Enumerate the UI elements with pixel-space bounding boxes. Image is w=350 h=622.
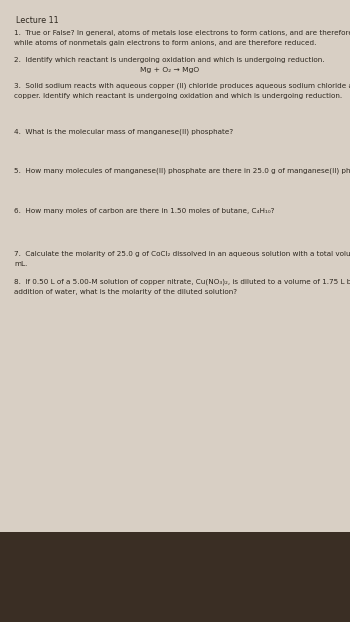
Text: 5.  How many molecules of manganese(II) phosphate are there in 25.0 g of mangane: 5. How many molecules of manganese(II) p… xyxy=(14,168,350,174)
Text: 4.  What is the molecular mass of manganese(II) phosphate?: 4. What is the molecular mass of mangane… xyxy=(14,128,233,134)
Bar xyxy=(0,532,350,622)
Text: 7.  Calculate the molarity of 25.0 g of CoCl₂ dissolved in an aqueous solution w: 7. Calculate the molarity of 25.0 g of C… xyxy=(14,251,350,257)
Text: 8.  If 0.50 L of a 5.00-M solution of copper nitrate, Cu(NO₃)₂, is diluted to a : 8. If 0.50 L of a 5.00-M solution of cop… xyxy=(14,279,350,285)
Text: copper. Identify which reactant is undergoing oxidation and which is undergoing : copper. Identify which reactant is under… xyxy=(14,93,342,99)
Text: while atoms of nonmetals gain electrons to form anions, and are therefore reduce: while atoms of nonmetals gain electrons … xyxy=(14,40,316,46)
Text: Mg + O₂ → MgO: Mg + O₂ → MgO xyxy=(140,67,199,73)
Text: Lecture 11: Lecture 11 xyxy=(16,16,58,24)
Bar xyxy=(0,0,350,532)
Text: mL.: mL. xyxy=(14,261,27,267)
Text: 1.  True or False? In general, atoms of metals lose electrons to form cations, a: 1. True or False? In general, atoms of m… xyxy=(14,30,350,36)
Text: addition of water, what is the molarity of the diluted solution?: addition of water, what is the molarity … xyxy=(14,289,237,295)
Text: 6.  How many moles of carbon are there in 1.50 moles of butane, C₄H₁₀?: 6. How many moles of carbon are there in… xyxy=(14,208,274,215)
Text: 3.  Solid sodium reacts with aqueous copper (II) chloride produces aqueous sodiu: 3. Solid sodium reacts with aqueous copp… xyxy=(14,83,350,89)
Text: 2.  Identify which reactant is undergoing oxidation and which is undergoing redu: 2. Identify which reactant is undergoing… xyxy=(14,57,324,63)
